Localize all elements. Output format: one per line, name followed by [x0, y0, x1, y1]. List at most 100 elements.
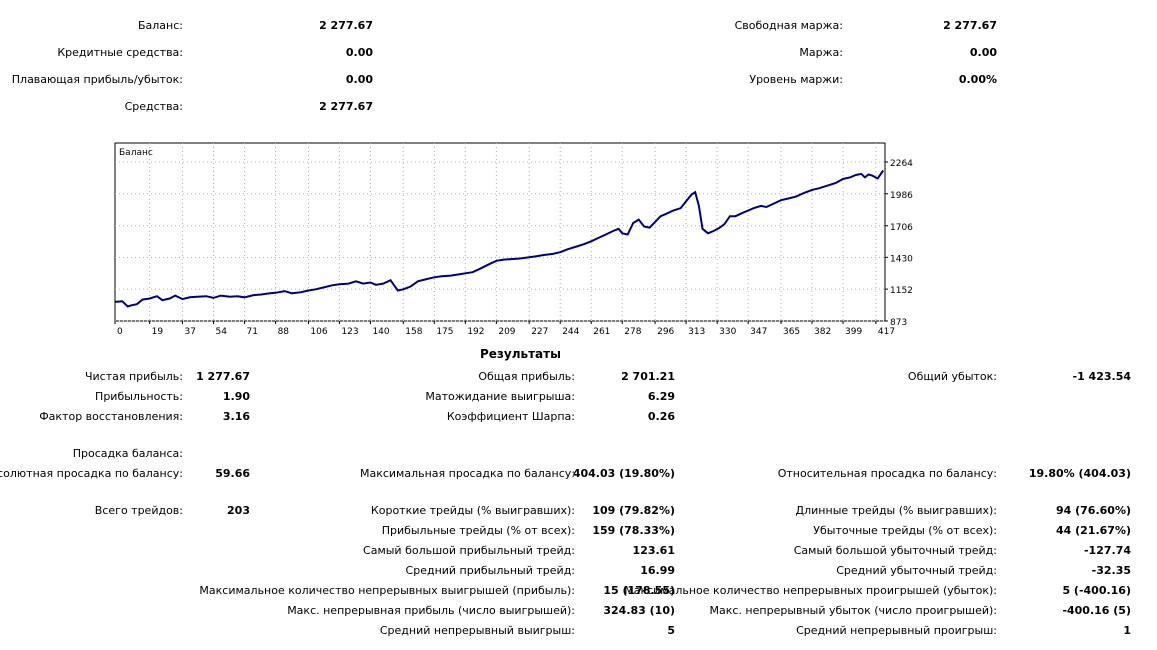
y-tick-label: 1986	[890, 191, 913, 201]
net-profit-label: Чистая прибыль:	[84, 370, 183, 383]
profit-factor-label: Прибыльность:	[95, 390, 183, 403]
total-trades-value: 203	[227, 504, 250, 517]
max-cons-profit-label: Макс. непрерывная прибыль (число выигрыш…	[287, 604, 575, 617]
margin-value: 0.00	[969, 46, 997, 59]
max-drawdown-label: Максимальная просадка по балансу:	[359, 467, 575, 480]
x-tick-label: 365	[783, 327, 800, 337]
largest-loss-label: Самый большой убыточный трейд:	[793, 544, 997, 557]
x-tick-label: 192	[467, 327, 484, 337]
avg-profit-label: Средний прибыльный трейд:	[405, 564, 575, 577]
avg-cons-losses-label: Средний непрерывный проигрыш:	[796, 624, 997, 637]
x-tick-label: 175	[436, 327, 453, 337]
max-cons-losses-label: Максимальное количество непрерывных прои…	[624, 584, 997, 597]
max-cons-loss-label: Макс. непрерывный убыток (число проигрыш…	[709, 604, 997, 617]
x-tick-label: 140	[372, 327, 389, 337]
margin-label: Маржа:	[799, 46, 843, 59]
loss-trades-label: Убыточные трейды (% от всех):	[813, 524, 997, 537]
credit-label: Кредитные средства:	[57, 46, 183, 59]
floating-pl-label: Плавающая прибыль/убыток:	[11, 73, 183, 86]
avg-loss-value: -32.35	[1091, 564, 1131, 577]
equity-label: Средства:	[124, 100, 183, 113]
x-tick-label: 399	[845, 327, 862, 337]
avg-profit-value: 16.99	[640, 564, 675, 577]
drawdown-header: Просадка баланса:	[72, 447, 183, 460]
chart-grid	[115, 143, 885, 322]
x-tick-label: 209	[498, 327, 515, 337]
balance-chart: Баланс 0 19 37 54 71 88 106 123 140 158 175 192 209 2…	[114, 142, 913, 337]
gross-profit-value: 2 701.21	[621, 370, 675, 383]
recovery-factor-value: 3.16	[222, 410, 250, 423]
abs-drawdown-value: 59.66	[215, 467, 250, 480]
x-tick-label: 158	[405, 327, 422, 337]
balance-line	[114, 169, 885, 308]
y-tick-label: 873	[890, 318, 907, 328]
free-margin-value: 2 277.67	[943, 19, 997, 32]
margin-level-value: 0.00%	[958, 73, 997, 86]
y-tick-label: 1430	[890, 254, 913, 264]
x-tick-label: 261	[593, 327, 610, 337]
margin-level-label: Уровень маржи:	[749, 73, 843, 86]
sharpe-label: Коэффициент Шарпа:	[446, 410, 575, 423]
abs-drawdown-label: Абсолютная просадка по балансу:	[0, 467, 183, 480]
largest-loss-value: -127.74	[1083, 544, 1131, 557]
equity-value: 2 277.67	[319, 100, 373, 113]
profit-trades-value: 159 (78.33%)	[592, 524, 675, 537]
x-tick-label: 71	[247, 327, 258, 337]
balance-value: 2 277.67	[319, 19, 373, 32]
chart-title: Баланс	[119, 148, 153, 158]
gross-loss-value: -1 423.54	[1072, 370, 1132, 383]
x-tick-label: 313	[688, 327, 705, 337]
y-tick-label: 1706	[890, 223, 913, 233]
x-tick-label: 123	[341, 327, 358, 337]
max-cons-wins-value: 15 (178.55)	[603, 584, 675, 597]
floating-pl-value: 0.00	[345, 73, 373, 86]
x-tick-label: 278	[624, 327, 641, 337]
avg-loss-label: Средний убыточный трейд:	[836, 564, 997, 577]
avg-cons-wins-value: 5	[667, 624, 675, 637]
avg-cons-wins-label: Средний непрерывный выигрыш:	[379, 624, 575, 637]
y-tick-label: 1152	[890, 286, 913, 296]
long-trades-label: Длинные трейды (% выигравших):	[795, 504, 997, 517]
x-tick-label: 244	[562, 327, 579, 337]
max-cons-losses-value: 5 (-400.16)	[1062, 584, 1131, 597]
total-trades-label: Всего трейдов:	[94, 504, 183, 517]
profit-factor-value: 1.90	[222, 390, 250, 403]
x-tick-label: 19	[152, 327, 164, 337]
profit-trades-label: Прибыльные трейды (% от всех):	[381, 524, 575, 537]
x-tick-label: 88	[278, 327, 290, 337]
balance-label: Баланс:	[137, 19, 183, 32]
expected-payoff-value: 6.29	[647, 390, 675, 403]
x-tick-label: 417	[878, 327, 895, 337]
x-axis: 0 19 37 54 71 88 106 123 140 158 175 192 209 227 244 26…	[114, 321, 895, 337]
credit-value: 0.00	[345, 46, 373, 59]
y-tick-label: 2264	[890, 159, 913, 169]
x-tick-label: 296	[657, 327, 674, 337]
max-cons-wins-label: Максимальное количество непрерывных выиг…	[199, 584, 575, 597]
max-cons-loss-value: -400.16 (5)	[1062, 604, 1131, 617]
expected-payoff-label: Матожидание выигрыша:	[425, 390, 575, 403]
rel-drawdown-label: Относительная просадка по балансу:	[777, 467, 997, 480]
x-tick-label: 330	[719, 327, 736, 337]
max-drawdown-value: 404.03 (19.80%)	[572, 467, 675, 480]
gross-profit-label: Общая прибыль:	[478, 370, 575, 383]
loss-trades-value: 44 (21.67%)	[1055, 524, 1131, 537]
x-tick-label: 54	[216, 327, 228, 337]
x-tick-label: 382	[814, 327, 831, 337]
free-margin-label: Свободная маржа:	[734, 19, 843, 32]
largest-profit-label: Самый большой прибыльный трейд:	[363, 544, 575, 557]
x-tick-label: 227	[531, 327, 548, 337]
x-tick-label: 37	[185, 327, 196, 337]
long-trades-value: 94 (76.60%)	[1055, 504, 1131, 517]
x-tick-label: 0	[117, 327, 123, 337]
rel-drawdown-value: 19.80% (404.03)	[1028, 467, 1131, 480]
results-title: Результаты	[480, 347, 561, 361]
gross-loss-label: Общий убыток:	[907, 370, 997, 383]
recovery-factor-label: Фактор восстановления:	[39, 410, 183, 423]
short-trades-label: Короткие трейды (% выигравших):	[370, 504, 575, 517]
short-trades-value: 109 (79.82%)	[592, 504, 675, 517]
chart-frame	[114, 142, 886, 322]
x-tick-label: 106	[310, 327, 327, 337]
largest-profit-value: 123.61	[632, 544, 675, 557]
sharpe-value: 0.26	[647, 410, 675, 423]
max-cons-profit-value: 324.83 (10)	[603, 604, 675, 617]
